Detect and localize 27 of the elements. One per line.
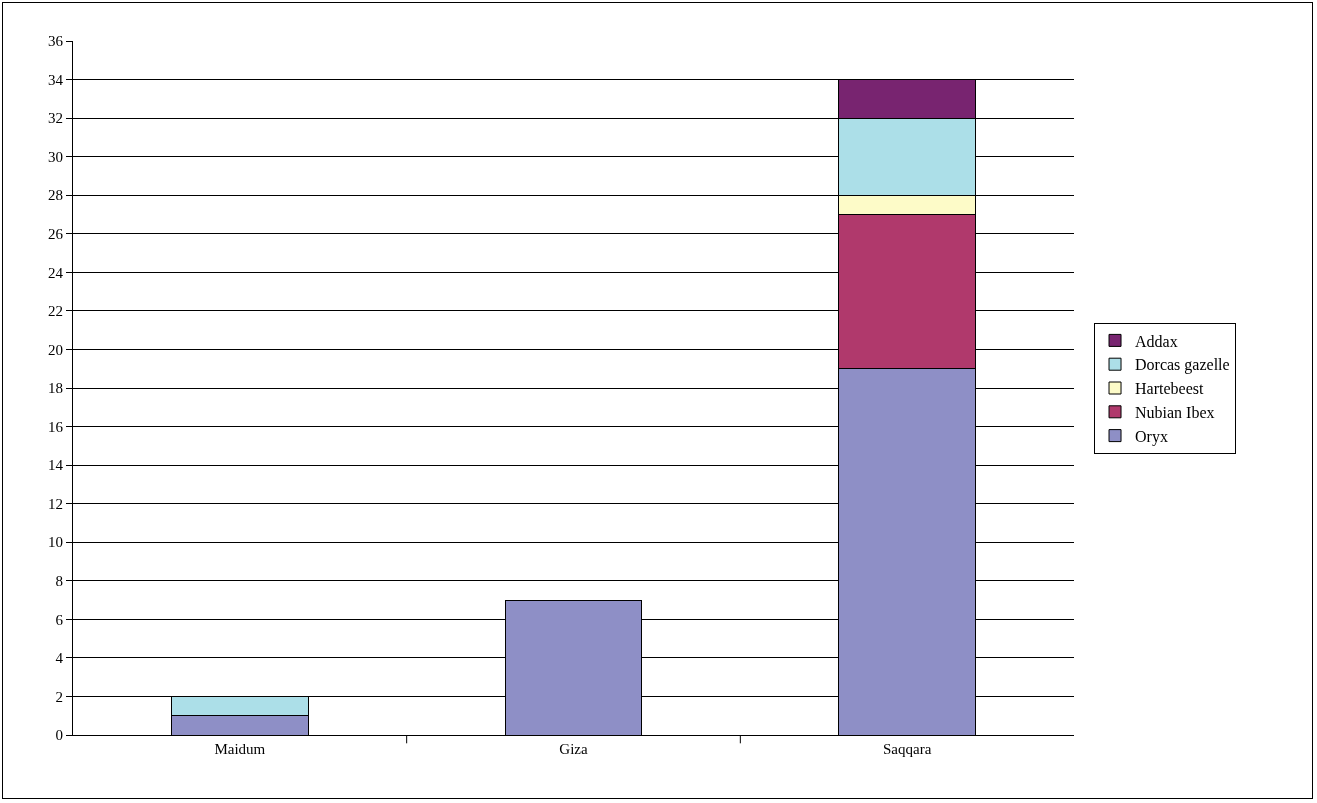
y-tick-label: 12 [48, 495, 63, 512]
y-tick-label: 6 [55, 611, 64, 628]
y-tick-label: 32 [48, 110, 63, 127]
y-tick-label: 20 [48, 341, 63, 358]
y-tick-label: 36 [48, 33, 64, 50]
legend-label: Addax [1135, 332, 1178, 350]
legend-label: Oryx [1135, 427, 1168, 446]
legend-label: Nubian Ibex [1135, 404, 1215, 422]
legend-label: Dorcas gazelle [1135, 356, 1230, 375]
y-tick-label: 16 [48, 418, 64, 435]
y-tick-label: 10 [48, 534, 63, 551]
y-tick-label: 26 [48, 226, 64, 243]
y-tick-label: 24 [48, 264, 64, 281]
y-tick-label: 22 [48, 303, 63, 320]
y-tick-label: 4 [55, 650, 64, 667]
x-tick-label: Giza [559, 741, 588, 757]
x-tick-label: Maidum [214, 741, 266, 757]
x-tick-label: Saqqara [883, 741, 932, 757]
y-tick-label: 18 [48, 380, 63, 397]
y-tick-label: 2 [55, 688, 63, 705]
legend-label: Hartebeest [1135, 380, 1204, 398]
y-tick-label: 8 [55, 573, 63, 590]
y-tick-label: 30 [48, 148, 63, 165]
y-tick-label: 0 [55, 727, 63, 744]
y-tick-label: 34 [48, 71, 64, 88]
y-tick-label: 28 [48, 187, 63, 204]
y-tick-label: 14 [48, 457, 64, 474]
